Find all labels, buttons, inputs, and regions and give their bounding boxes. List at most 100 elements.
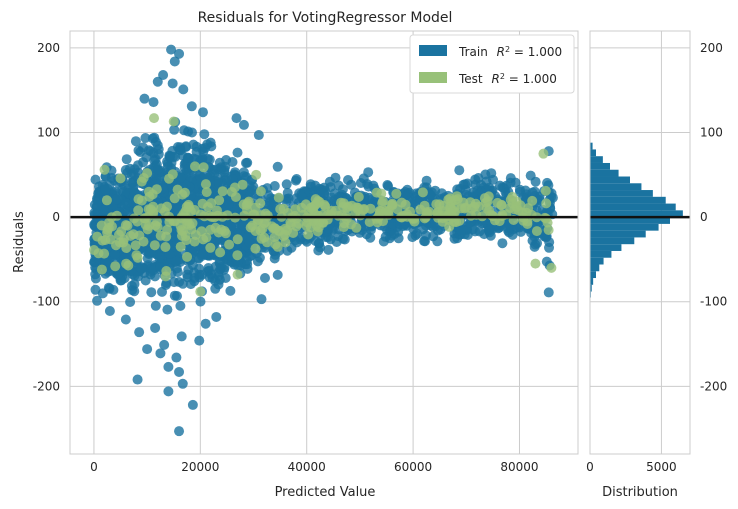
legend-box (409, 34, 575, 94)
test-point (195, 286, 206, 297)
train-point (483, 225, 494, 236)
test-point (232, 269, 243, 280)
distribution-bar (590, 264, 600, 272)
test-point (222, 210, 233, 221)
distribution-bar (590, 162, 610, 170)
test-point (313, 196, 323, 206)
test-point (251, 169, 262, 180)
train-point (174, 366, 185, 377)
test-point (130, 240, 141, 251)
test-point (256, 233, 267, 244)
distribution-bar (590, 223, 659, 231)
train-point (363, 167, 374, 178)
train-point (176, 331, 187, 342)
train-point (343, 175, 353, 185)
train-point (158, 69, 169, 80)
train-point (514, 184, 525, 195)
train-point (254, 252, 265, 263)
test-point (232, 234, 243, 245)
test-point (101, 195, 112, 206)
test-point (201, 187, 212, 198)
test-point (492, 197, 503, 208)
train-point (238, 220, 249, 231)
train-point (460, 179, 471, 190)
train-point (91, 201, 102, 212)
train-point (542, 177, 553, 188)
distribution-plot-frame (589, 30, 691, 455)
train-point (233, 260, 243, 271)
test-point (136, 176, 147, 187)
distribution-bar (590, 210, 683, 218)
train-point (139, 93, 150, 104)
test-point (293, 218, 304, 229)
train-point (178, 84, 189, 95)
test-point (198, 162, 209, 173)
distribution-bar (590, 196, 666, 204)
train-point (281, 196, 292, 207)
x-axis-label: Predicted Value (275, 485, 376, 500)
train-point (126, 280, 137, 291)
test-point (250, 226, 261, 236)
train-point (436, 188, 447, 199)
train-point (90, 174, 101, 185)
train-point (128, 168, 139, 179)
test-point (116, 226, 127, 237)
train-point (339, 234, 350, 245)
train-point (125, 297, 136, 307)
test-point (237, 179, 248, 190)
train-point (253, 130, 264, 141)
train-point (205, 137, 216, 148)
test-point (183, 199, 194, 210)
test-point (175, 241, 186, 252)
right-y-tick-label: -200 (700, 379, 727, 393)
main-plot: 0 20000 40000 60000 80000 200 200 100 100 0 0 -100 -… (33, 30, 727, 474)
test-point (215, 247, 226, 258)
test-point (156, 203, 167, 214)
distribution-bar (590, 190, 653, 197)
test-point (517, 207, 528, 218)
train-point (149, 132, 160, 143)
train-point (157, 286, 167, 297)
main-axis-ticks: 0 20000 40000 60000 80000 200 200 100 100 0 0 -100 -… (33, 41, 727, 474)
test-point (160, 242, 171, 252)
main-plot-frame (69, 30, 579, 455)
test-point (205, 242, 216, 253)
train-point (182, 152, 193, 163)
train-point (197, 269, 207, 280)
right-y-tick-label: 0 (700, 210, 708, 224)
train-point (313, 245, 324, 256)
test-point (255, 210, 266, 221)
train-point (225, 285, 236, 296)
distribution-bar (590, 271, 596, 279)
train-point (142, 344, 153, 355)
distribution-bars (590, 142, 683, 298)
test-point (160, 271, 171, 282)
train-point (121, 198, 132, 209)
test-point (111, 210, 122, 221)
train-point (140, 133, 151, 143)
test-point (198, 234, 209, 245)
train-point (410, 230, 421, 241)
distribution-bar (590, 278, 594, 285)
train-point (272, 269, 283, 280)
train-point (363, 181, 374, 192)
train-point (291, 174, 302, 184)
test-point (128, 229, 139, 240)
train-point (488, 174, 498, 185)
train-point (145, 247, 156, 258)
test-point (451, 191, 462, 202)
train-point (323, 244, 334, 255)
test-point (212, 205, 222, 216)
test-point (255, 198, 266, 209)
train-point (163, 386, 174, 397)
train-point (109, 249, 120, 260)
distribution-bar (590, 142, 593, 150)
train-point (272, 161, 283, 172)
train-point (503, 223, 514, 234)
distribution-bar (590, 284, 592, 292)
test-point (155, 230, 166, 241)
distribution-axis-ticks: 0 5000 (586, 460, 677, 474)
train-point (282, 187, 293, 198)
train-point (245, 251, 255, 262)
train-point (382, 180, 393, 190)
